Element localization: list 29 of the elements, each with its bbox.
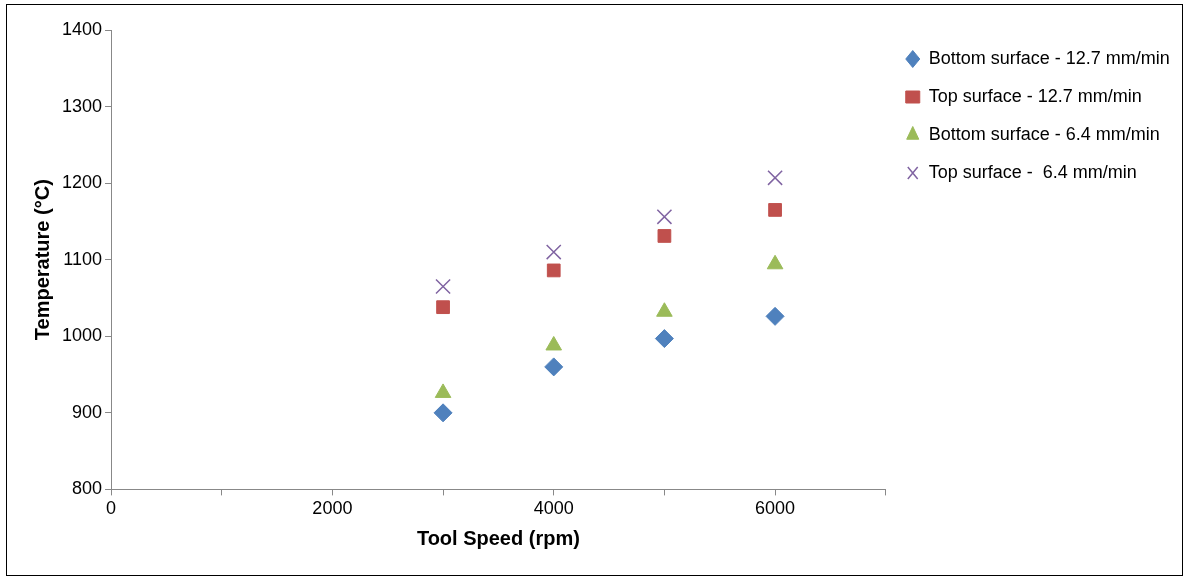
- y-tick-label: 800: [72, 478, 103, 499]
- x-axis-title: Tool Speed (rpm): [416, 526, 580, 549]
- point: [544, 357, 564, 377]
- point: [546, 263, 561, 278]
- point: [767, 169, 783, 186]
- point: [765, 306, 785, 326]
- point: [768, 203, 782, 217]
- y-tick-label: 900: [72, 401, 103, 422]
- legend-label: Bottom surface - 12.7 mm/min: [928, 47, 1170, 68]
- x-tick-label: 0: [106, 498, 117, 519]
- y-axis-title: Temperature (°C): [30, 179, 53, 341]
- point: [433, 403, 453, 423]
- point: [657, 229, 672, 243]
- point: [654, 329, 674, 349]
- y-tick-label: 1100: [63, 248, 103, 269]
- legend-label: Bottom surface - 6.4 mm/min: [928, 123, 1160, 144]
- legend-label: Top surface - 6.4 mm/min: [928, 161, 1137, 182]
- x-tick-label: 2000: [312, 498, 353, 519]
- x-tick-label: 6000: [755, 498, 796, 519]
- y-tick-label: 1200: [62, 172, 103, 193]
- y-tick-label: 1000: [62, 325, 103, 346]
- point: [435, 278, 451, 295]
- legend-label: Top surface - 12.7 mm/min: [928, 85, 1142, 106]
- point: [545, 244, 562, 260]
- y-tick-label: 1300: [62, 95, 103, 116]
- point: [436, 300, 450, 315]
- point: [656, 209, 673, 225]
- x-tick-label: 4000: [533, 498, 574, 519]
- y-tick-label: 1400: [62, 18, 103, 39]
